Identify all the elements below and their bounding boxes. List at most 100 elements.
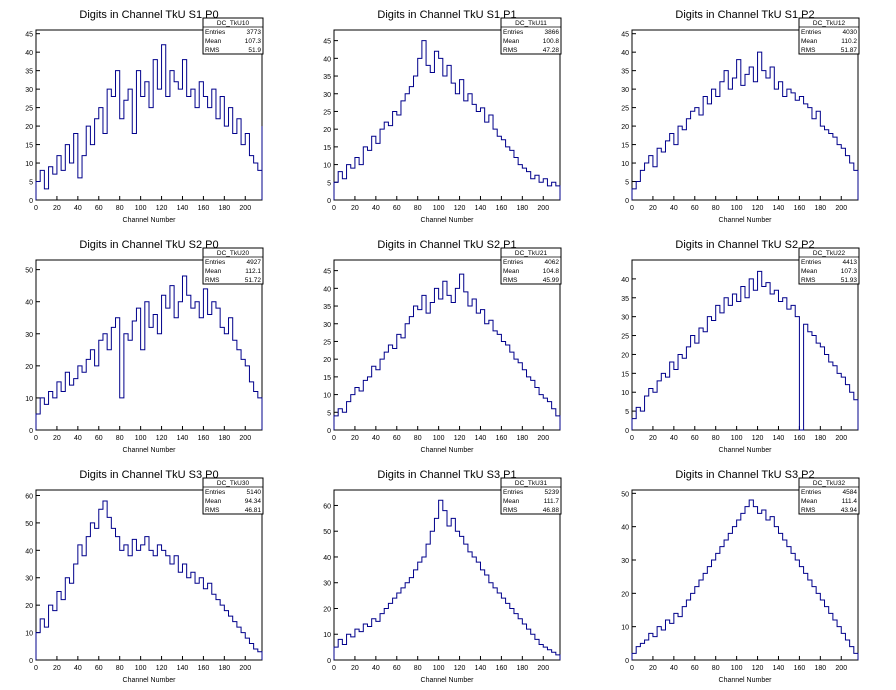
x-tick-label: 0 (34, 205, 38, 212)
y-tick-label: 30 (323, 322, 331, 329)
x-tick-label: 20 (351, 205, 359, 212)
stats-label: Mean (503, 498, 520, 505)
stats-box: DC_TkU32 Entries 4584 Mean 111.4 RMS 43.94 (798, 477, 860, 515)
x-tick-label: 160 (198, 665, 210, 672)
y-tick-label: 15 (323, 145, 331, 152)
histogram-series (631, 270, 859, 431)
x-tick-label: 80 (414, 435, 422, 442)
stats-name: DC_TkU30 (217, 480, 250, 487)
stats-name: DC_TkU10 (217, 20, 250, 27)
stats-label: Mean (503, 38, 520, 45)
histogram-series (35, 275, 263, 430)
y-tick-label: 15 (621, 143, 629, 150)
x-tick-label: 80 (712, 205, 720, 212)
y-tick-label: 40 (621, 50, 629, 57)
stats-value: 46.88 (543, 507, 560, 514)
x-tick-label: 60 (691, 205, 699, 212)
stats-label: Mean (801, 268, 818, 275)
x-tick-label: 180 (218, 205, 230, 212)
x-axis-label: Channel Number (123, 677, 177, 684)
y-tick-label: 0 (625, 198, 629, 205)
stats-box: DC_TkU12 Entries 4030 Mean 110.2 RMS 51.87 (798, 17, 860, 55)
stats-label: Entries (205, 489, 226, 496)
y-tick-label: 50 (25, 268, 33, 275)
x-tick-label: 20 (53, 205, 61, 212)
stats-box: DC_TkU10 Entries 3773 Mean 107.3 RMS 51.9 (202, 17, 264, 55)
x-tick-label: 40 (670, 205, 678, 212)
stats-label: Mean (503, 268, 520, 275)
y-tick-label: 10 (25, 631, 33, 638)
y-tick-label: 0 (29, 198, 33, 205)
x-tick-label: 100 (731, 665, 743, 672)
x-tick-label: 40 (670, 435, 678, 442)
stats-label: Entries (801, 259, 822, 266)
stats-label: Entries (801, 489, 822, 496)
x-tick-label: 180 (814, 665, 826, 672)
x-tick-label: 120 (752, 435, 764, 442)
x-tick-label: 0 (630, 665, 634, 672)
y-tick-label: 35 (25, 69, 33, 76)
stats-label: RMS (205, 277, 220, 284)
x-tick-label: 140 (773, 665, 785, 672)
y-tick-label: 20 (621, 591, 629, 598)
x-tick-label: 60 (393, 665, 401, 672)
y-tick-label: 25 (323, 109, 331, 116)
stats-value: 107.3 (245, 38, 262, 45)
x-tick-label: 60 (393, 435, 401, 442)
x-tick-label: 140 (177, 665, 189, 672)
x-tick-label: 120 (156, 665, 168, 672)
y-tick-label: 0 (327, 658, 331, 665)
y-tick-label: 10 (323, 163, 331, 170)
x-tick-label: 40 (74, 205, 82, 212)
x-tick-label: 0 (34, 665, 38, 672)
y-tick-label: 40 (621, 277, 629, 284)
x-tick-label: 140 (773, 435, 785, 442)
histogram-panel: Digits in Channel TkU S2 P0 Channel Numbe… (25, 239, 264, 454)
x-tick-label: 100 (433, 435, 445, 442)
x-tick-label: 120 (752, 205, 764, 212)
x-tick-label: 140 (475, 665, 487, 672)
x-tick-label: 40 (670, 665, 678, 672)
x-tick-label: 60 (95, 205, 103, 212)
y-tick-label: 0 (327, 198, 331, 205)
histogram-panel: Digits in Channel TkU S3 P2 Channel Numbe… (621, 469, 860, 684)
x-tick-label: 120 (156, 435, 168, 442)
x-tick-label: 200 (835, 435, 847, 442)
histogram-panel: Digits in Channel TkU S1 P1 Channel Numbe… (323, 9, 562, 224)
x-tick-label: 100 (731, 205, 743, 212)
y-tick-label: 30 (25, 576, 33, 583)
y-tick-label: 35 (621, 69, 629, 76)
y-tick-label: 30 (621, 315, 629, 322)
y-tick-label: 15 (621, 371, 629, 378)
y-tick-label: 5 (625, 409, 629, 416)
y-tick-label: 20 (621, 124, 629, 131)
histogram-panel: Digits in Channel TkU S1 P0 Channel Numbe… (25, 9, 264, 224)
histogram-panel: Digits in Channel TkU S2 P1 Channel Numbe… (323, 239, 562, 454)
plot-frame (631, 259, 859, 431)
stats-value: 112.1 (245, 268, 261, 275)
histogram-series (631, 51, 859, 200)
stats-value: 51.87 (841, 47, 858, 54)
stats-label: RMS (503, 507, 518, 514)
y-tick-label: 40 (25, 300, 33, 307)
x-tick-label: 200 (239, 435, 251, 442)
x-tick-label: 40 (74, 435, 82, 442)
x-tick-label: 0 (34, 435, 38, 442)
stats-name: DC_TkU21 (515, 250, 548, 257)
x-axis-label: Channel Number (421, 447, 475, 454)
x-tick-label: 200 (835, 665, 847, 672)
x-axis-label: Channel Number (719, 677, 773, 684)
stats-box-frame (798, 17, 860, 55)
plot-frame (333, 29, 561, 201)
y-tick-label: 45 (323, 269, 331, 276)
y-tick-label: 35 (323, 74, 331, 81)
y-tick-label: 45 (621, 32, 629, 39)
x-tick-label: 60 (691, 435, 699, 442)
stats-label: RMS (801, 507, 816, 514)
x-tick-label: 140 (177, 205, 189, 212)
y-tick-label: 45 (323, 39, 331, 46)
plot-frame (333, 489, 561, 661)
chart-title: Digits in Channel TkU S1 P2 (675, 9, 814, 21)
y-tick-label: 0 (327, 428, 331, 435)
x-tick-label: 160 (198, 205, 210, 212)
